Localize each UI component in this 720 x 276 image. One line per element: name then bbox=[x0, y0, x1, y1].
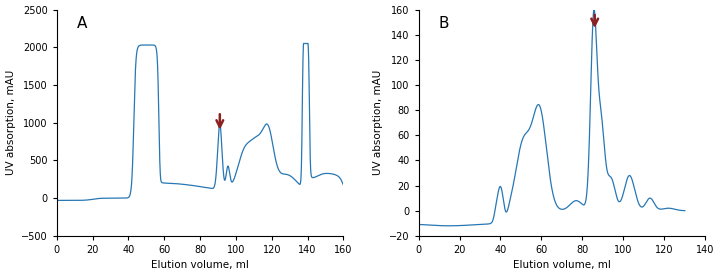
Text: A: A bbox=[77, 16, 87, 31]
X-axis label: Elution volume, ml: Elution volume, ml bbox=[513, 261, 611, 270]
X-axis label: Elution volume, ml: Elution volume, ml bbox=[151, 261, 249, 270]
Y-axis label: UV absorption, mAU: UV absorption, mAU bbox=[374, 70, 384, 175]
Y-axis label: UV absorption, mAU: UV absorption, mAU bbox=[6, 70, 16, 175]
Text: B: B bbox=[438, 16, 449, 31]
